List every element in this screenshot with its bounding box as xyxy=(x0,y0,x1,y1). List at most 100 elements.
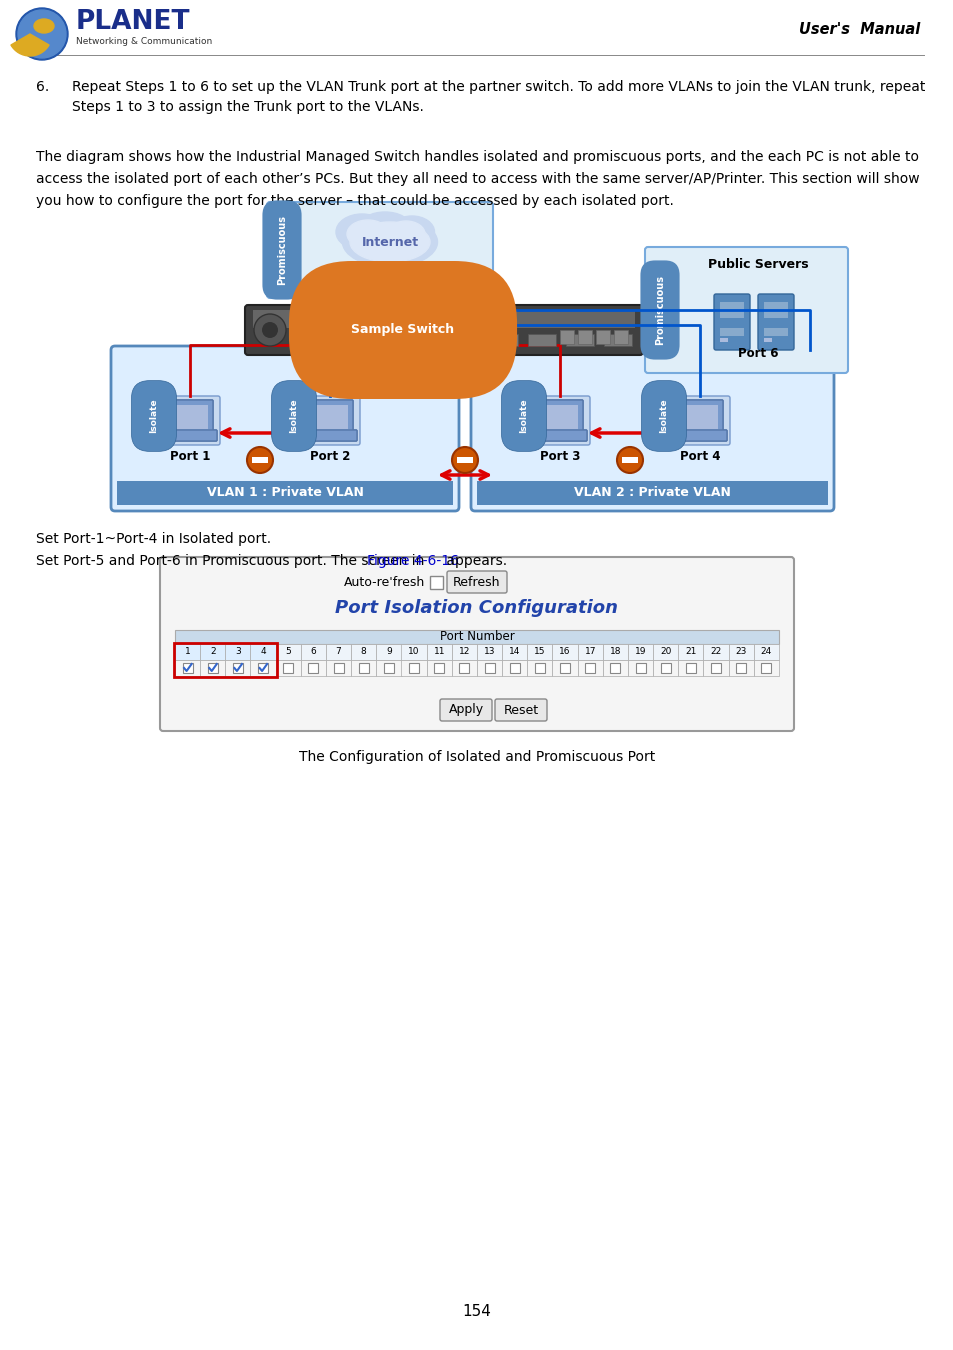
FancyBboxPatch shape xyxy=(758,294,793,350)
Text: Isolate: Isolate xyxy=(659,398,668,433)
Bar xyxy=(753,644,779,660)
Text: 17: 17 xyxy=(584,648,596,656)
Bar xyxy=(225,644,251,660)
Bar xyxy=(610,663,619,674)
Text: VLAN 1 : Private VLAN: VLAN 1 : Private VLAN xyxy=(207,486,363,500)
Bar xyxy=(681,405,718,429)
Bar xyxy=(430,576,442,589)
FancyBboxPatch shape xyxy=(713,294,749,350)
Bar xyxy=(401,644,426,660)
Text: Set Port-1~Port-4 in Isolated port.: Set Port-1~Port-4 in Isolated port. xyxy=(36,532,271,545)
FancyBboxPatch shape xyxy=(167,400,213,433)
Bar xyxy=(685,663,695,674)
FancyBboxPatch shape xyxy=(677,400,722,433)
Bar xyxy=(312,405,348,429)
Bar xyxy=(552,644,578,660)
FancyBboxPatch shape xyxy=(299,396,359,446)
Bar xyxy=(275,660,300,676)
Bar xyxy=(174,644,200,660)
Text: Reset: Reset xyxy=(503,703,538,717)
Bar xyxy=(678,644,702,660)
FancyBboxPatch shape xyxy=(163,431,216,441)
Text: User's  Manual: User's Manual xyxy=(798,23,919,38)
Text: Port Isolation Configuration: Port Isolation Configuration xyxy=(335,599,618,617)
Text: 6: 6 xyxy=(311,648,316,656)
Text: Networking & Communication: Networking & Communication xyxy=(76,38,212,46)
Text: Refresh: Refresh xyxy=(453,575,500,589)
Text: 12: 12 xyxy=(458,648,470,656)
Ellipse shape xyxy=(389,216,434,248)
Bar xyxy=(117,481,453,505)
Text: Repeat Steps 1 to 6 to set up the VLAN Trunk port at the partner switch. To add : Repeat Steps 1 to 6 to set up the VLAN T… xyxy=(71,80,924,94)
Circle shape xyxy=(262,323,277,338)
Bar xyxy=(535,663,544,674)
Bar xyxy=(172,405,208,429)
Bar xyxy=(541,405,578,429)
Bar xyxy=(578,329,592,344)
Text: 1: 1 xyxy=(185,648,191,656)
FancyBboxPatch shape xyxy=(167,400,213,433)
Bar xyxy=(426,644,452,660)
Bar xyxy=(200,644,225,660)
Bar xyxy=(702,660,728,676)
Text: Public Servers: Public Servers xyxy=(707,258,808,270)
Ellipse shape xyxy=(18,9,66,58)
FancyBboxPatch shape xyxy=(439,699,492,721)
FancyBboxPatch shape xyxy=(672,431,726,441)
Bar xyxy=(334,663,343,674)
Bar xyxy=(174,660,200,676)
FancyBboxPatch shape xyxy=(163,431,216,441)
Bar xyxy=(208,663,217,674)
Bar xyxy=(456,458,473,463)
Bar xyxy=(308,663,318,674)
Text: The diagram shows how the Industrial Managed Switch handles isolated and promisc: The diagram shows how the Industrial Man… xyxy=(36,150,918,163)
Bar xyxy=(565,333,594,346)
Text: Figure 4-6-16: Figure 4-6-16 xyxy=(366,554,458,568)
Bar xyxy=(614,329,627,344)
Bar xyxy=(351,644,375,660)
Text: PLANET: PLANET xyxy=(76,9,191,35)
Text: 11: 11 xyxy=(433,648,444,656)
Bar xyxy=(337,333,366,346)
Bar xyxy=(258,663,268,674)
Bar xyxy=(452,660,476,676)
Text: 16: 16 xyxy=(558,648,570,656)
Bar xyxy=(476,644,501,660)
Text: Promiscuous: Promiscuous xyxy=(655,275,664,346)
Text: Port 6: Port 6 xyxy=(738,347,778,360)
Bar xyxy=(174,630,779,644)
Text: Port 1: Port 1 xyxy=(170,450,210,463)
Bar xyxy=(501,660,527,676)
Bar xyxy=(720,302,743,319)
Text: 8: 8 xyxy=(360,648,366,656)
Text: Auto-re'fresh: Auto-re'fresh xyxy=(343,575,424,589)
Bar xyxy=(627,644,653,660)
Bar xyxy=(225,660,251,676)
Bar xyxy=(541,405,578,429)
Bar xyxy=(476,660,501,676)
Bar xyxy=(602,660,627,676)
Bar xyxy=(584,663,595,674)
Bar xyxy=(627,660,653,676)
Bar xyxy=(527,660,552,676)
Text: 7: 7 xyxy=(335,648,341,656)
Bar xyxy=(252,458,268,463)
Bar xyxy=(283,663,293,674)
FancyBboxPatch shape xyxy=(530,396,589,446)
Bar xyxy=(527,333,556,346)
Bar xyxy=(414,333,441,346)
FancyBboxPatch shape xyxy=(537,400,582,433)
Bar xyxy=(763,302,787,319)
Bar xyxy=(251,644,275,660)
Bar xyxy=(275,644,300,660)
Bar xyxy=(459,663,469,674)
Bar xyxy=(300,644,326,660)
FancyBboxPatch shape xyxy=(111,346,458,512)
Bar xyxy=(653,660,678,676)
Ellipse shape xyxy=(387,221,424,247)
Ellipse shape xyxy=(34,19,54,32)
Bar xyxy=(375,660,401,676)
Text: 22: 22 xyxy=(710,648,721,656)
FancyBboxPatch shape xyxy=(303,431,356,441)
FancyBboxPatch shape xyxy=(447,571,506,593)
